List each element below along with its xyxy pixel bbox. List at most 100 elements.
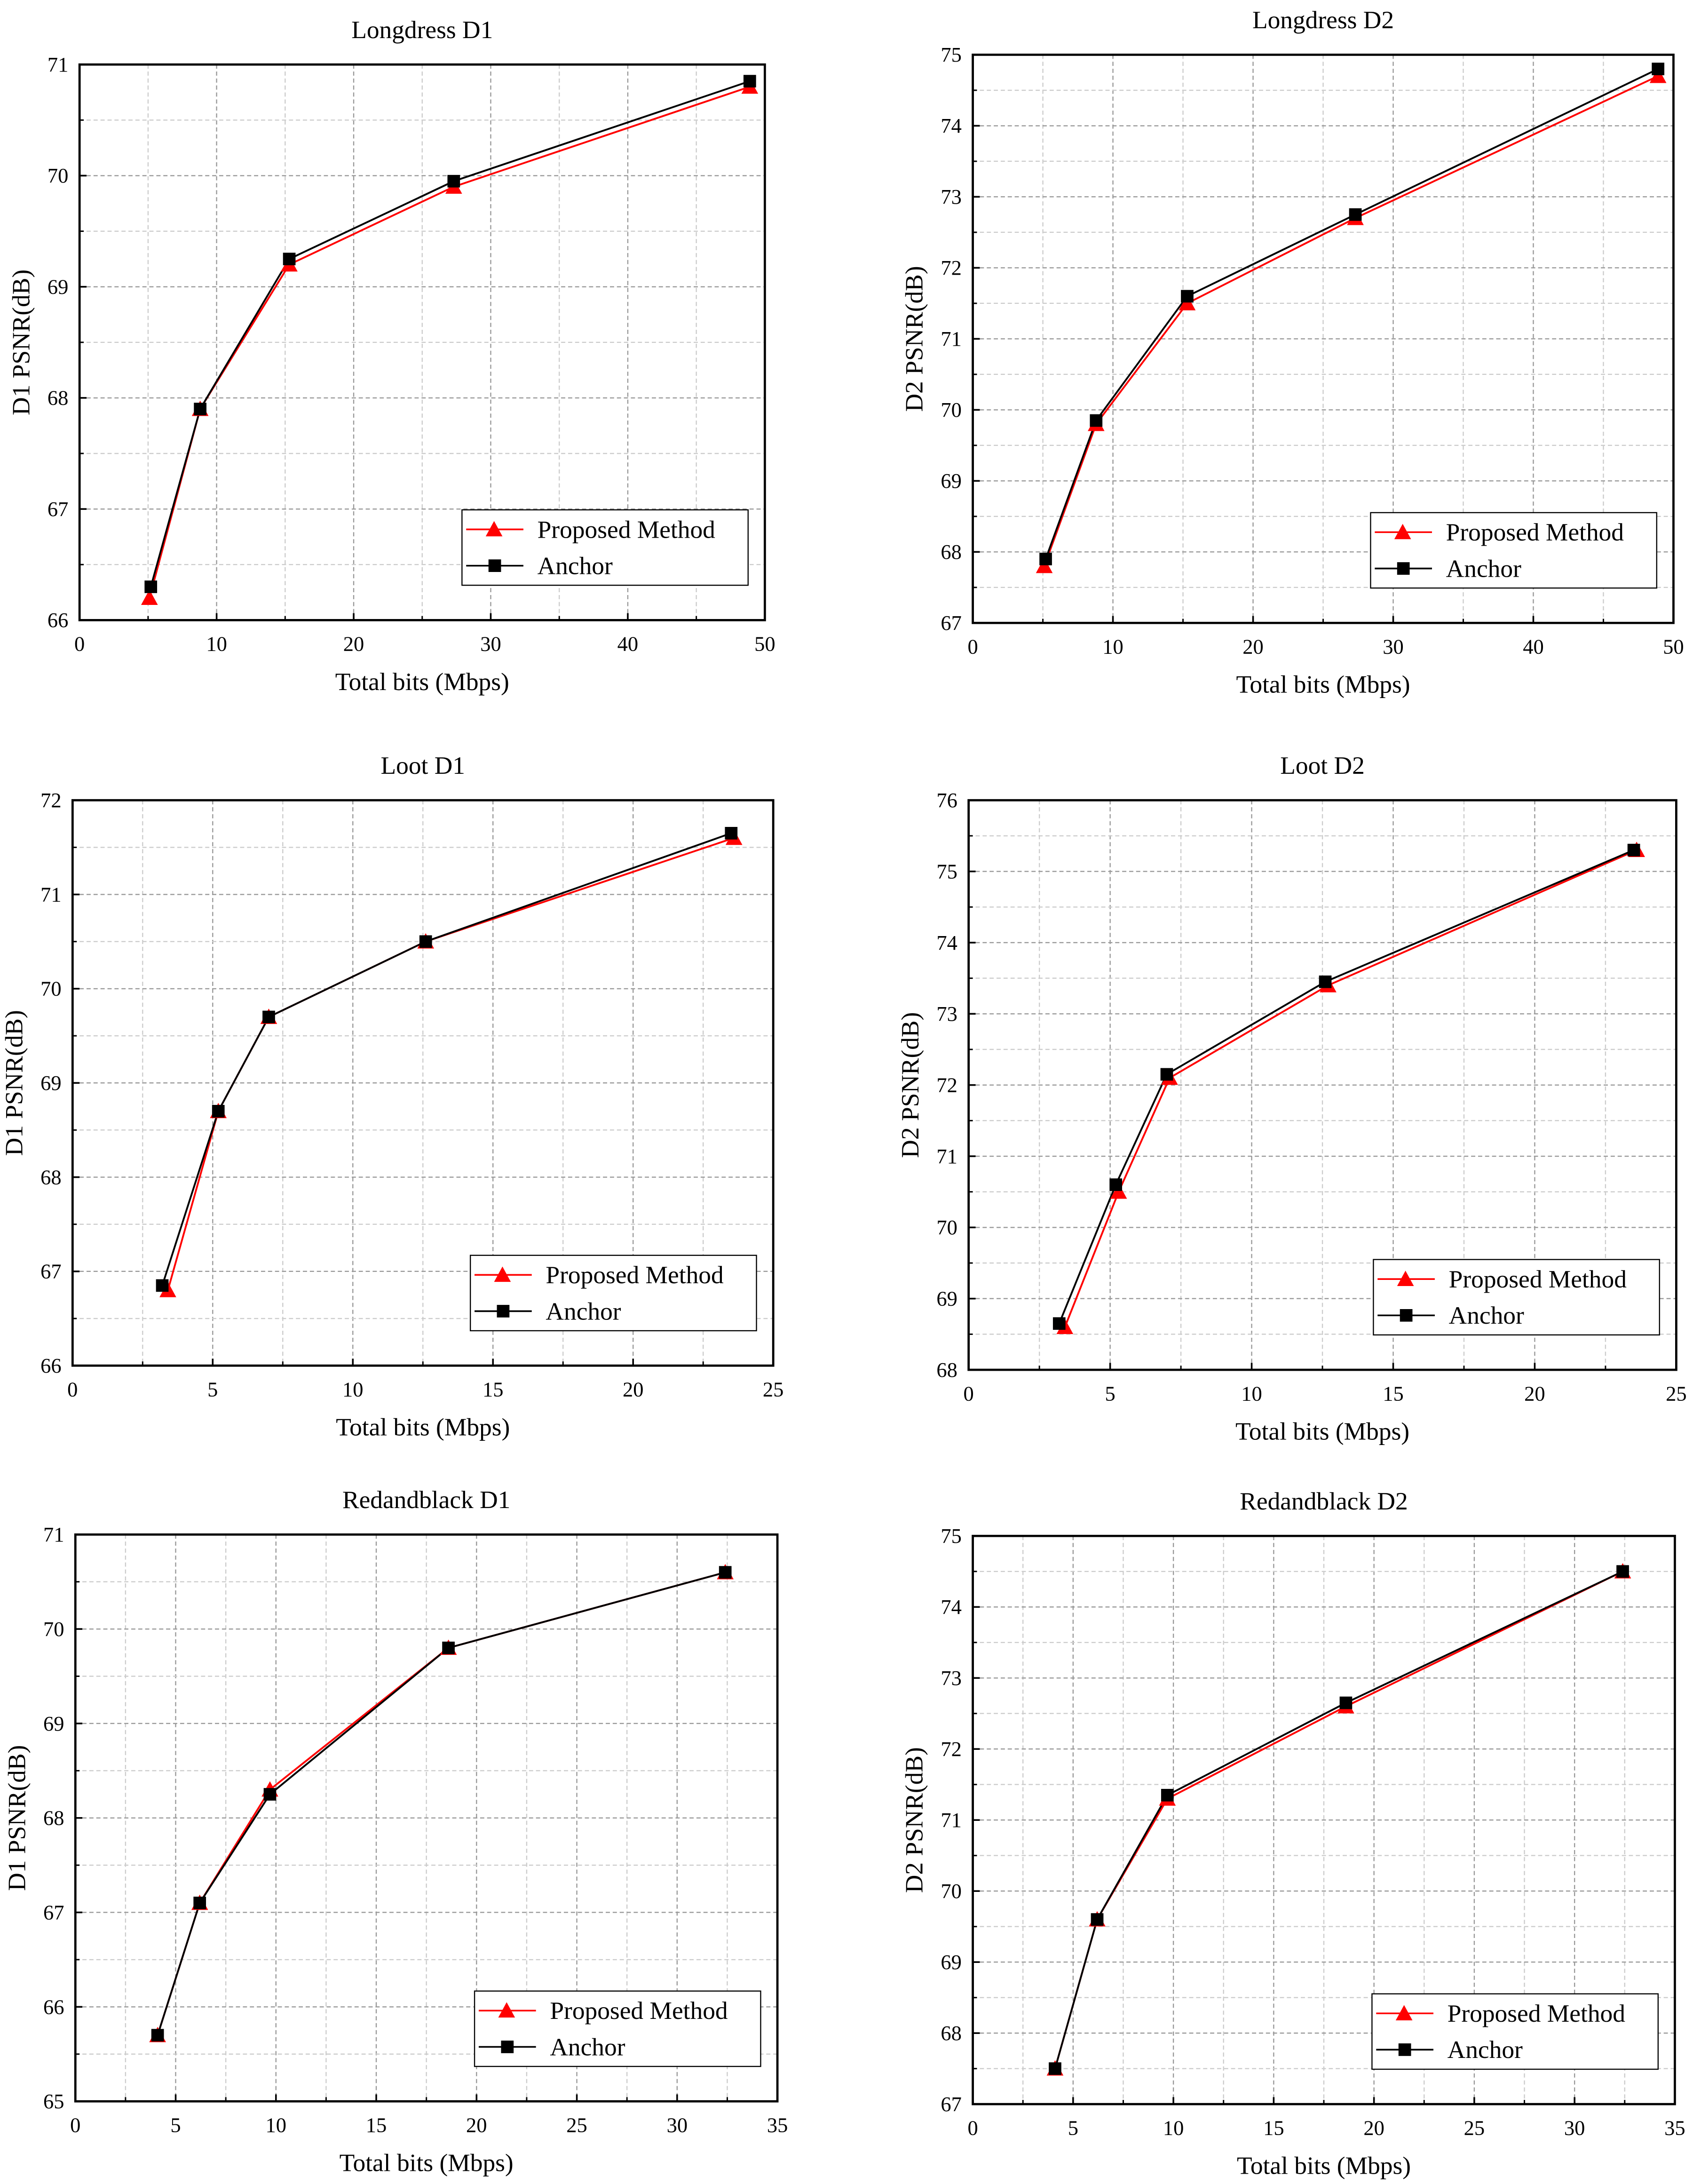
y-tick-label: 66 xyxy=(40,1354,62,1377)
y-tick-label: 69 xyxy=(936,1287,957,1310)
legend-square-icon xyxy=(501,2041,514,2053)
x-tick-label: 40 xyxy=(617,632,638,656)
x-axis-label: Total bits (Mbps) xyxy=(1236,670,1410,699)
x-tick-label: 0 xyxy=(964,1382,974,1405)
legend-box xyxy=(474,1990,761,2067)
proposed-line xyxy=(1043,75,1659,567)
anchor-point xyxy=(1161,1789,1174,1802)
chart-title: Loot D2 xyxy=(1280,751,1365,779)
y-tick-label: 71 xyxy=(936,1144,957,1168)
anchor-point xyxy=(1181,290,1194,303)
anchor-point xyxy=(1052,1317,1066,1330)
x-tick-label: 15 xyxy=(1263,2116,1284,2139)
y-axis-label: D2 PSNR(dB) xyxy=(900,1747,928,1893)
legend: Proposed Method Anchor xyxy=(1373,1259,1660,1336)
chart-title: Redandblack D2 xyxy=(1240,1487,1408,1515)
y-tick-label: 69 xyxy=(40,1071,62,1095)
y-tick-label: 72 xyxy=(40,788,62,812)
proposed-point xyxy=(1036,557,1053,573)
anchor-point xyxy=(1652,63,1665,75)
chart-panel: Redandblack D1 0 5 10 15 20 25 30 35 65 66 67 68 69 70… xyxy=(2,1485,788,2177)
anchor-point xyxy=(1090,414,1103,427)
y-tick-label: 67 xyxy=(47,497,69,521)
x-tick-label: 20 xyxy=(1242,635,1264,659)
x-tick-label: 5 xyxy=(1068,2116,1078,2139)
x-tick-label: 10 xyxy=(342,1377,364,1401)
anchor-line xyxy=(157,1571,726,2036)
y-tick-label: 66 xyxy=(43,1995,64,2018)
x-tick-label: 20 xyxy=(466,2113,487,2137)
y-tick-label: 70 xyxy=(936,1215,957,1239)
anchor-point xyxy=(1049,2062,1061,2075)
x-tick-label: 50 xyxy=(1663,635,1684,659)
legend-label: Anchor xyxy=(1449,1301,1524,1329)
proposed-point xyxy=(1179,295,1196,310)
x-tick-label: 30 xyxy=(667,2113,688,2137)
x-tick-label: 50 xyxy=(754,632,775,656)
anchor-line xyxy=(1058,849,1634,1324)
x-tick-label: 10 xyxy=(1163,2116,1184,2139)
legend-square-icon xyxy=(488,559,501,572)
x-tick-label: 25 xyxy=(566,2113,587,2137)
y-tick-label: 68 xyxy=(47,386,69,410)
x-tick-label: 0 xyxy=(967,2116,978,2139)
anchor-point xyxy=(1319,975,1332,988)
x-tick-label: 30 xyxy=(1564,2116,1585,2139)
chart-title: Redandblack D1 xyxy=(342,1485,510,1514)
x-tick-label: 35 xyxy=(1664,2116,1685,2139)
legend-label: Proposed Method xyxy=(1449,1265,1627,1293)
chart-panel: Longdress D2 0 10 20 30 40 50 67 68 69 70 71 72 73 74 7… xyxy=(900,6,1684,699)
x-tick-label: 25 xyxy=(1666,1382,1687,1405)
anchor-point xyxy=(156,1279,169,1292)
anchor-point xyxy=(193,1897,206,1909)
x-tick-label: 30 xyxy=(480,632,501,656)
y-tick-label: 76 xyxy=(936,788,957,812)
x-tick-label: 0 xyxy=(70,2113,80,2137)
chart-title: Longdress D1 xyxy=(351,16,493,44)
legend-square-icon xyxy=(1398,2043,1411,2056)
anchor-point xyxy=(1339,1696,1353,1709)
legend-square-icon xyxy=(1400,1309,1413,1322)
legend-box xyxy=(461,509,749,586)
x-tick-label: 25 xyxy=(763,1377,784,1401)
x-tick-label: 0 xyxy=(967,635,978,659)
legend-label: Anchor xyxy=(1446,554,1521,582)
y-tick-label: 70 xyxy=(40,977,62,1001)
y-tick-label: 69 xyxy=(941,1950,962,1974)
legend-label: Anchor xyxy=(546,1297,621,1325)
x-tick-label: 40 xyxy=(1523,635,1543,659)
legend-label: Proposed Method xyxy=(1446,518,1624,546)
anchor-point xyxy=(212,1104,225,1118)
y-tick-label: 68 xyxy=(43,1806,64,1830)
x-axis-label: Total bits (Mbps) xyxy=(340,2149,514,2177)
x-tick-label: 0 xyxy=(74,632,85,656)
y-tick-label: 68 xyxy=(936,1358,957,1382)
x-tick-label: 20 xyxy=(623,1377,643,1401)
x-tick-label: 5 xyxy=(207,1377,218,1401)
x-tick-label: 35 xyxy=(767,2113,788,2137)
legend-triangle-icon xyxy=(485,521,503,537)
anchor-point xyxy=(1109,1178,1123,1191)
chart-title: Longdress D2 xyxy=(1252,6,1394,34)
legend-square-icon xyxy=(497,1305,510,1318)
y-tick-label: 71 xyxy=(47,53,69,76)
legend-label: Anchor xyxy=(1448,2035,1523,2064)
x-tick-label: 15 xyxy=(1383,1382,1404,1405)
y-tick-label: 75 xyxy=(941,43,962,66)
y-tick-label: 69 xyxy=(941,469,962,492)
x-tick-label: 20 xyxy=(343,632,364,656)
y-tick-label: 74 xyxy=(941,114,962,137)
y-tick-label: 67 xyxy=(941,611,962,635)
anchor-point xyxy=(1160,1068,1173,1081)
anchor-line xyxy=(161,832,732,1286)
y-tick-label: 74 xyxy=(936,931,957,954)
legend: Proposed Method Anchor xyxy=(461,509,749,586)
y-tick-label: 72 xyxy=(936,1073,957,1097)
legend-label: Proposed Method xyxy=(546,1261,724,1289)
y-tick-label: 71 xyxy=(941,327,962,350)
legend-triangle-icon xyxy=(1395,2005,1413,2021)
chart-panel: Loot D2 0 5 10 15 20 25 68 69 70 71 72 73 74 75 76 Total… xyxy=(896,751,1687,1445)
y-tick-label: 72 xyxy=(941,256,962,279)
y-tick-label: 66 xyxy=(47,608,69,632)
